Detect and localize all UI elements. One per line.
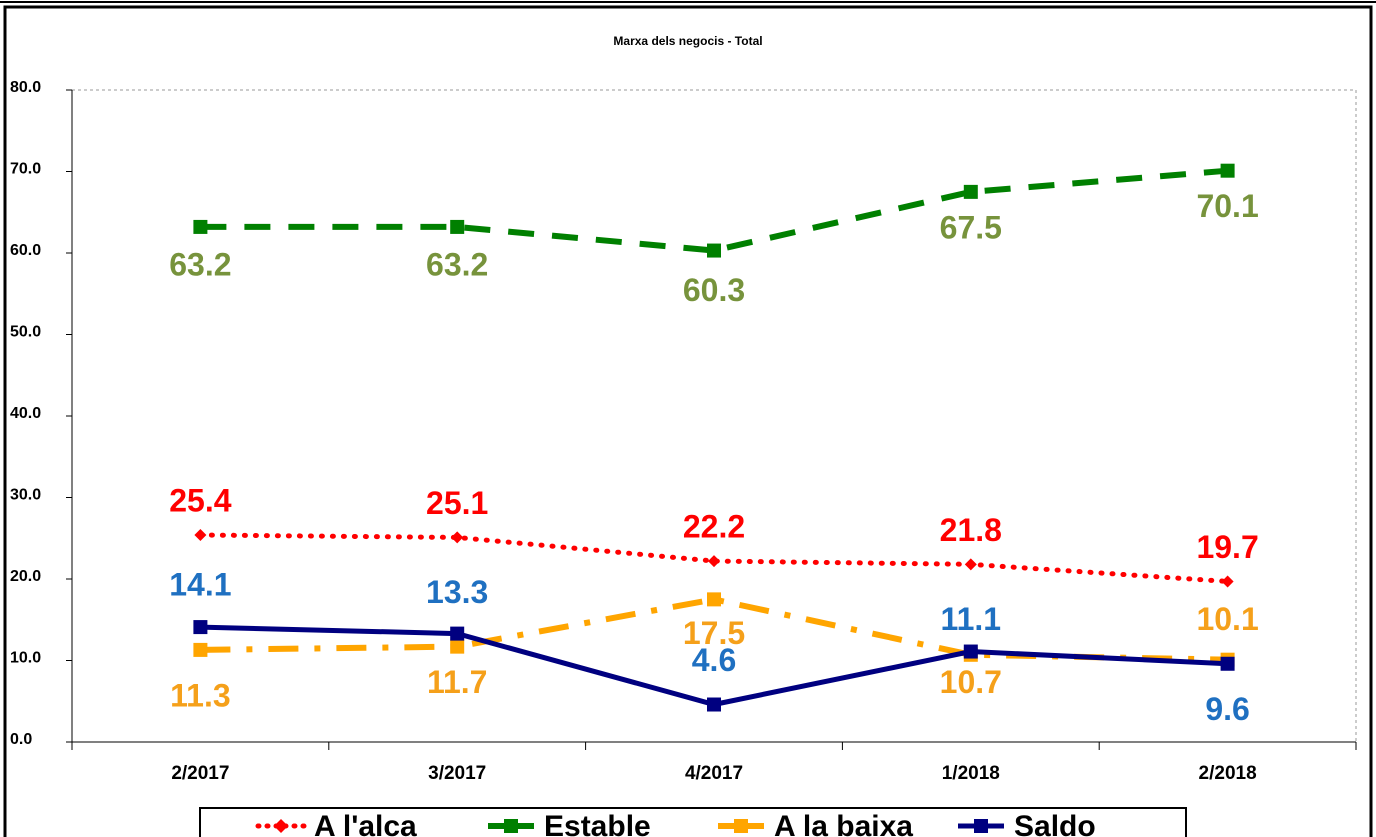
- data-label: 13.3: [426, 574, 488, 610]
- data-point: [451, 531, 464, 544]
- data-label: 14.1: [169, 567, 231, 603]
- data-point: [450, 219, 465, 234]
- legend: [199, 807, 1187, 837]
- data-label: 10.7: [940, 664, 1002, 700]
- data-point: [964, 558, 977, 571]
- data-point: [194, 528, 207, 541]
- data-label: 25.4: [169, 482, 231, 518]
- data-point: [707, 592, 721, 607]
- data-point: [707, 243, 721, 258]
- x-tick-label: 1/2018: [942, 763, 1000, 784]
- data-point: [193, 219, 208, 234]
- legend-label: Saldo: [1014, 810, 1096, 837]
- legend-marker: [974, 819, 988, 833]
- y-tick-label: 10.0: [10, 650, 41, 667]
- data-label: 67.5: [940, 209, 1002, 245]
- legend-label: A l'alca: [314, 810, 417, 837]
- y-tick-label: 0.0: [10, 731, 32, 748]
- data-point: [1221, 575, 1234, 588]
- data-label: 10.1: [1196, 601, 1258, 637]
- legend-marker: [734, 819, 748, 833]
- y-tick-label: 30.0: [10, 487, 41, 504]
- y-tick-label: 20.0: [10, 568, 41, 585]
- data-label: 4.6: [692, 642, 736, 678]
- data-label: 22.2: [683, 509, 745, 545]
- data-point: [450, 626, 465, 641]
- y-tick-label: 60.0: [10, 242, 41, 259]
- data-point: [1220, 163, 1235, 178]
- data-label: 25.1: [426, 485, 488, 521]
- data-label: 11.3: [170, 677, 231, 713]
- data-label: 11.7: [427, 664, 488, 700]
- data-point: [193, 642, 208, 657]
- data-label: 9.6: [1205, 691, 1249, 727]
- legend-label: A la baixa: [774, 810, 913, 837]
- chart-frame: [3, 5, 1373, 837]
- data-label: 21.8: [940, 512, 1002, 548]
- data-point: [450, 639, 465, 654]
- data-label: 63.2: [426, 246, 488, 282]
- y-tick-label: 50.0: [10, 324, 41, 341]
- legend-label: Estable: [544, 810, 651, 837]
- data-label: 11.1: [941, 601, 1002, 637]
- data-label: 19.7: [1196, 529, 1258, 565]
- data-point: [708, 555, 720, 568]
- plot-border: [72, 89, 1357, 742]
- y-tick-label: 40.0: [10, 405, 41, 422]
- x-tick-label: 2/2018: [1199, 763, 1257, 784]
- x-tick-label: 2/2017: [171, 763, 229, 784]
- data-label: 60.3: [683, 272, 745, 308]
- data-point: [963, 184, 978, 199]
- data-point: [193, 620, 208, 635]
- data-point: [1220, 656, 1235, 671]
- y-tick-label: 70.0: [10, 161, 41, 178]
- data-label: 17.5: [683, 615, 745, 651]
- legend-marker: [274, 819, 288, 833]
- x-tick-label: 3/2017: [428, 763, 486, 784]
- legend-marker: [504, 819, 518, 833]
- data-label: 70.1: [1196, 188, 1258, 224]
- y-tick-label: 80.0: [10, 79, 41, 96]
- data-point: [963, 644, 978, 659]
- data-label: 63.2: [169, 246, 231, 282]
- chart-title: Marxa dels negocis - Total: [613, 34, 762, 48]
- x-tick-label: 4/2017: [685, 763, 743, 784]
- data-point: [707, 697, 721, 712]
